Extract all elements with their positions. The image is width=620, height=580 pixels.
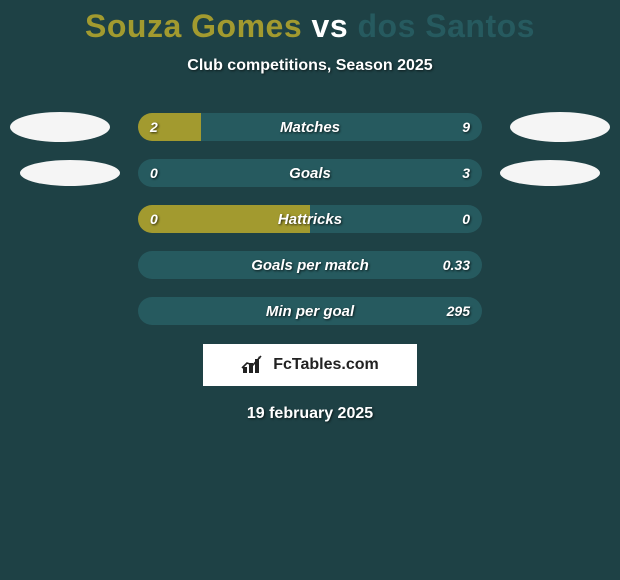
player1-avatar xyxy=(20,160,120,186)
date: 19 february 2025 xyxy=(0,405,620,423)
subtitle: Club competitions, Season 2025 xyxy=(0,57,620,75)
stat-bar: Goals03 xyxy=(138,159,482,187)
page-title: Souza Gomes vs dos Santos xyxy=(0,8,620,45)
stat-bar: Hattricks00 xyxy=(138,205,482,233)
player1-avatar xyxy=(10,112,110,142)
stat-bar-left xyxy=(138,205,310,233)
stat-bar: Matches29 xyxy=(138,113,482,141)
chart-icon xyxy=(241,355,267,375)
player2-avatar xyxy=(510,112,610,142)
title-player1: Souza Gomes xyxy=(85,8,302,44)
stat-bar: Min per goal295 xyxy=(138,297,482,325)
stat-bar-right xyxy=(201,113,482,141)
stat-row: Goals03 xyxy=(0,159,620,187)
player2-avatar xyxy=(500,160,600,186)
stat-row: Matches29 xyxy=(0,113,620,141)
stats-list: Matches29 Goals03 Hattricks00 Goals per mat… xyxy=(0,113,620,325)
brand-box[interactable]: FcTables.com xyxy=(202,343,418,387)
stat-bar-right xyxy=(138,251,482,279)
stat-row: Goals per match0.33 xyxy=(0,251,620,279)
stat-bar-right xyxy=(138,297,482,325)
stat-row: Hattricks00 xyxy=(0,205,620,233)
stat-bar-left xyxy=(138,113,201,141)
stat-bar-right xyxy=(310,205,482,233)
brand-text: FcTables.com xyxy=(273,356,379,374)
stat-bar: Goals per match0.33 xyxy=(138,251,482,279)
stat-bar-right xyxy=(138,159,482,187)
title-player2: dos Santos xyxy=(358,8,535,44)
stat-row: Min per goal295 xyxy=(0,297,620,325)
title-vs: vs xyxy=(312,8,349,44)
